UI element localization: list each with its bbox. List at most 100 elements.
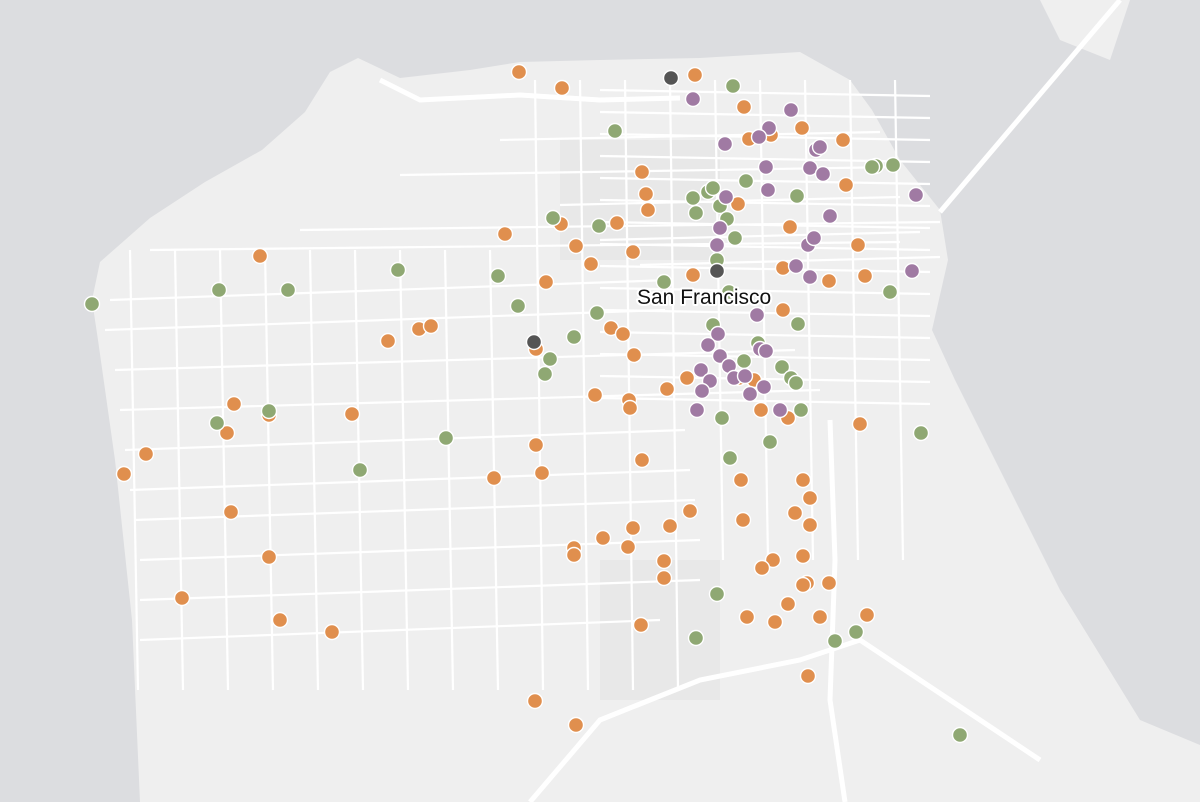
location-dot — [789, 315, 807, 333]
location-dot — [637, 185, 655, 203]
highway — [378, 77, 681, 103]
location-dot — [821, 207, 839, 225]
location-dot — [678, 369, 696, 387]
location-dot — [218, 424, 236, 442]
location-dot — [208, 414, 226, 432]
location-dot — [536, 365, 554, 383]
location-dot — [907, 186, 925, 204]
location-dot — [686, 66, 704, 84]
street — [599, 242, 931, 252]
location-dot — [525, 333, 543, 351]
location-dot — [826, 632, 844, 650]
location-dot — [619, 538, 637, 556]
street — [599, 198, 931, 208]
location-dot — [753, 559, 771, 577]
location-dot — [741, 385, 759, 403]
location-dot — [137, 445, 155, 463]
location-dot — [527, 436, 545, 454]
location-dot — [565, 328, 583, 346]
location-dot — [849, 236, 867, 254]
location-dot — [851, 415, 869, 433]
location-dot — [799, 667, 817, 685]
street — [124, 428, 686, 452]
location-dot — [787, 257, 805, 275]
location-dot — [437, 429, 455, 447]
location-dot — [847, 623, 865, 641]
street — [533, 79, 545, 691]
location-dot — [544, 209, 562, 227]
street — [578, 79, 590, 691]
location-dot — [279, 281, 297, 299]
location-dot — [759, 181, 777, 199]
location-dot — [681, 502, 699, 520]
location-dot — [588, 304, 606, 322]
location-dot — [736, 367, 754, 385]
location-dot — [633, 163, 651, 181]
street — [599, 286, 931, 296]
location-dot — [834, 131, 852, 149]
street — [128, 249, 140, 691]
street — [139, 578, 701, 602]
location-dot — [708, 585, 726, 603]
location-dot — [709, 325, 727, 343]
street — [308, 249, 320, 691]
location-dot — [115, 465, 133, 483]
street — [263, 249, 275, 691]
location-dot — [793, 119, 811, 137]
location-dot — [251, 247, 269, 265]
highway — [528, 637, 1042, 802]
location-dot — [624, 243, 642, 261]
street — [599, 220, 931, 230]
street — [599, 330, 931, 340]
location-dot — [717, 188, 735, 206]
location-dot — [721, 449, 739, 467]
location-dot — [735, 98, 753, 116]
location-dot — [625, 346, 643, 364]
location-dot — [837, 176, 855, 194]
location-dot — [661, 517, 679, 535]
location-dot — [343, 405, 361, 423]
location-dot — [801, 268, 819, 286]
location-dot — [510, 63, 528, 81]
highway — [827, 419, 848, 802]
location-dot — [729, 195, 747, 213]
location-dot — [708, 262, 726, 280]
location-dot — [606, 122, 624, 140]
location-dot — [750, 128, 768, 146]
location-dot — [692, 361, 710, 379]
location-dot — [766, 613, 784, 631]
location-dot — [774, 301, 792, 319]
location-dot — [752, 401, 770, 419]
street — [104, 308, 666, 332]
location-dot — [773, 358, 791, 376]
location-dot — [801, 489, 819, 507]
location-dot — [222, 503, 240, 521]
location-dot — [805, 229, 823, 247]
location-dot — [735, 352, 753, 370]
location-dot — [951, 726, 969, 744]
street — [599, 308, 931, 318]
location-dot — [856, 267, 874, 285]
location-dot — [711, 219, 729, 237]
location-dot — [748, 306, 766, 324]
location-dot — [553, 79, 571, 97]
street — [149, 240, 901, 252]
location-dot — [724, 77, 742, 95]
location-dot — [639, 201, 657, 219]
location-dot — [526, 692, 544, 710]
location-dot — [586, 386, 604, 404]
location-dot — [732, 471, 750, 489]
location-dot — [794, 576, 812, 594]
city-label: San Francisco — [637, 286, 771, 309]
location-dot — [687, 204, 705, 222]
street — [599, 110, 931, 120]
location-dot — [782, 101, 800, 119]
location-dot — [632, 616, 650, 634]
location-dot — [655, 273, 673, 291]
location-dot — [687, 629, 705, 647]
location-dot — [496, 225, 514, 243]
location-dot — [83, 295, 101, 313]
street — [218, 249, 230, 691]
location-dot — [633, 451, 651, 469]
location-dot — [794, 547, 812, 565]
